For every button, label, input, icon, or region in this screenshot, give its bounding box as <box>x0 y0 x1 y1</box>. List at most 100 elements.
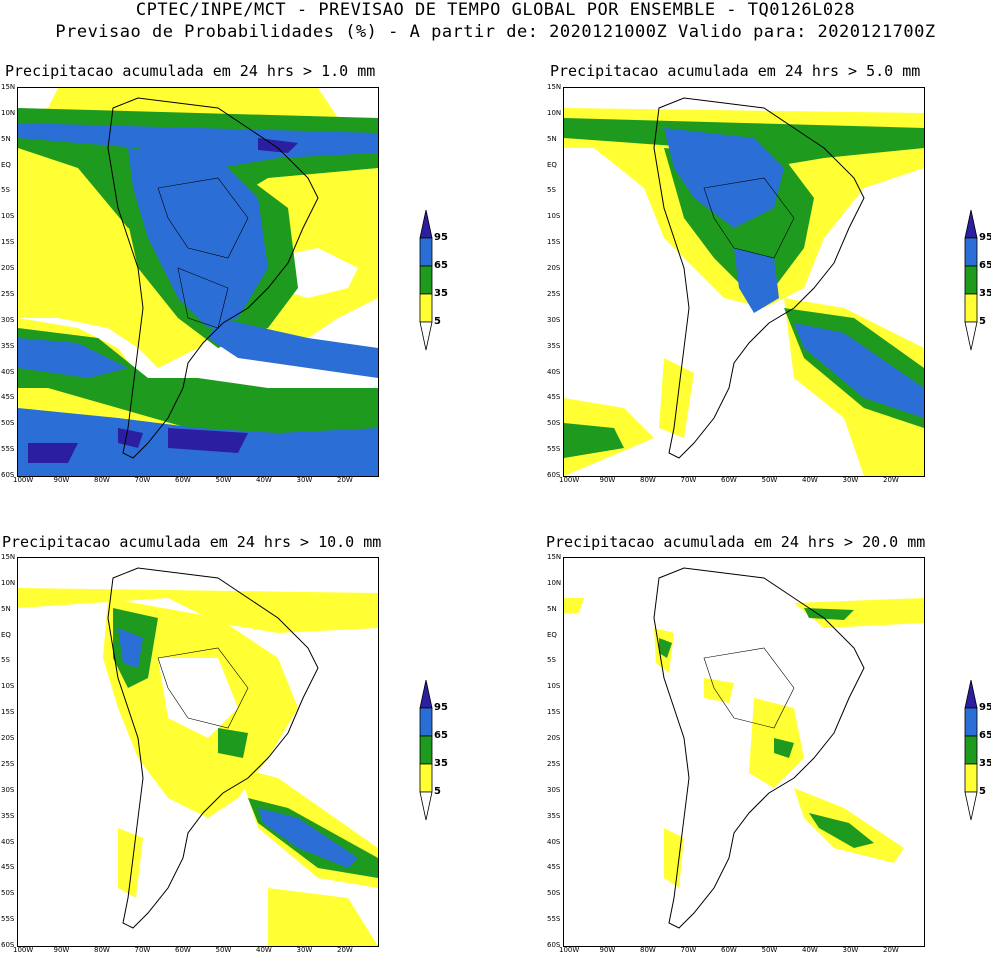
legend-swatch <box>419 680 433 709</box>
lat-tick-label: 15N <box>547 553 562 561</box>
lat-tick-label: 35S <box>1 341 15 350</box>
lat-tick-label: 10S <box>547 212 561 221</box>
map-10mm-fields <box>18 567 378 946</box>
legend-label: 5 <box>979 316 986 327</box>
lat-tick-label: 15S <box>1 238 15 247</box>
legend-colorbar <box>964 680 978 821</box>
lat-tick-label: 25S <box>547 289 561 298</box>
lat-tick-label: 10N <box>1 578 16 587</box>
lon-tick-label: 60W <box>721 946 737 954</box>
lon-tick-label: 50W <box>761 476 778 484</box>
lon-tick-label: 40W <box>802 476 818 484</box>
lat-tick-label: 45S <box>547 863 561 872</box>
lon-tick-label: 40W <box>256 476 272 484</box>
legend-swatch <box>419 293 433 323</box>
lon-tick-label: 30W <box>296 946 313 954</box>
lat-tick-label: EQ <box>547 160 557 169</box>
figure-title: CPTEC/INPE/MCT - PREVISAO DE TEMPO GLOBA… <box>135 0 856 20</box>
lat-tick-label: 50S <box>1 419 15 428</box>
lat-tick-label: 45S <box>1 393 15 402</box>
legend-label: 35 <box>979 758 991 769</box>
lat-tick-label: 45S <box>1 863 15 872</box>
lat-tick-label: 5N <box>1 604 11 613</box>
lon-tick-label: 60W <box>721 476 737 484</box>
legend-swatch <box>964 680 978 709</box>
lat-tick-label: 60S <box>1 941 15 949</box>
lat-tick-label: 20S <box>1 264 15 273</box>
lat-tick-label: 15S <box>547 708 561 717</box>
legend-colorbar <box>419 680 433 821</box>
lon-tick-label: 100W <box>559 946 580 954</box>
map-20mm <box>563 557 925 947</box>
lon-tick-label: 70W <box>134 476 151 484</box>
legend-label: 95 <box>979 702 991 713</box>
legend-swatch <box>419 763 433 793</box>
lon-tick-label: 30W <box>842 946 859 954</box>
lat-tick-label: 5N <box>547 134 557 143</box>
lat-tick-label: 15N <box>1 83 16 91</box>
lat-tick-label: EQ <box>1 160 11 169</box>
lat-tick-label: 10S <box>1 212 15 221</box>
panel-title: Precipitacao acumulada em 24 hrs > 1.0 m… <box>5 62 376 80</box>
legend-colorbar <box>964 210 978 351</box>
legend-label: 5 <box>434 316 441 327</box>
legend-swatch <box>964 763 978 793</box>
lat-tick-label: 40S <box>1 837 15 846</box>
lon-tick-label: 40W <box>802 946 818 954</box>
legend-swatch <box>964 791 978 821</box>
legend-swatch <box>964 265 978 295</box>
legend-label: 95 <box>979 232 991 243</box>
figure-subtitle: Previsao de Probabilidades (%) - A parti… <box>55 22 936 42</box>
map-1mm-fields <box>18 88 378 476</box>
legend-swatch <box>964 210 978 239</box>
legend-swatch <box>419 237 433 267</box>
lat-tick-label: 10N <box>547 578 562 587</box>
lat-tick-label: 60S <box>547 471 561 479</box>
lat-tick-label: 20S <box>1 734 15 743</box>
legend-swatch <box>419 735 433 765</box>
map-20mm-fields <box>564 567 924 929</box>
legend-swatch <box>964 237 978 267</box>
lat-tick-label: 45S <box>547 393 561 402</box>
lon-tick-label: 50W <box>215 476 232 484</box>
lat-tick-label: 25S <box>1 759 15 768</box>
legend-label: 65 <box>979 730 991 741</box>
lat-tick-label: EQ <box>1 630 11 639</box>
lat-tick-label: 5S <box>547 656 556 665</box>
legend-swatch <box>964 735 978 765</box>
lon-tick-label: 80W <box>94 946 110 954</box>
lat-tick-label: 55S <box>1 915 15 924</box>
lat-tick-label: 60S <box>1 471 15 479</box>
lon-tick-label: 20W <box>883 946 899 954</box>
map-1mm <box>17 87 379 477</box>
lon-tick-label: 50W <box>761 946 778 954</box>
lat-tick-label: 5N <box>547 604 557 613</box>
legend-label: 65 <box>434 260 448 271</box>
lat-tick-label: 50S <box>1 889 15 898</box>
lat-tick-label: 50S <box>547 889 561 898</box>
lat-tick-label: 30S <box>547 785 561 794</box>
legend-swatch <box>964 707 978 737</box>
lat-tick-label: 15S <box>547 238 561 247</box>
lat-tick-label: 25S <box>1 289 15 298</box>
lat-tick-label: 5S <box>547 186 556 195</box>
legend-label: 95 <box>434 702 448 713</box>
legend-swatch <box>419 321 433 351</box>
lat-tick-label: 10S <box>1 682 15 691</box>
legend-label: 65 <box>434 730 448 741</box>
lat-tick-label: 35S <box>547 811 561 820</box>
legend-swatch <box>419 265 433 295</box>
panel-title: Precipitacao acumulada em 24 hrs > 5.0 m… <box>550 62 921 80</box>
legend-swatch <box>419 210 433 239</box>
lat-tick-label: 35S <box>1 811 15 820</box>
lon-tick-label: 30W <box>842 476 859 484</box>
map-10mm <box>17 557 379 947</box>
lon-tick-label: 90W <box>599 946 616 954</box>
lon-tick-label: 90W <box>53 476 70 484</box>
lat-tick-label: 50S <box>547 419 561 428</box>
lat-tick-label: 35S <box>547 341 561 350</box>
lon-tick-label: 20W <box>883 476 899 484</box>
lon-tick-label: 80W <box>94 476 110 484</box>
lat-tick-label: 60S <box>547 941 561 949</box>
legend-label: 35 <box>434 288 448 299</box>
